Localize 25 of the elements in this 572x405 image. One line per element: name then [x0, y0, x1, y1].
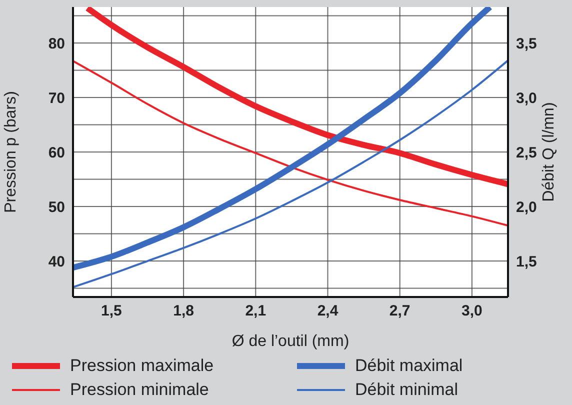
y-axis-title: Pression p (bars) — [2, 91, 20, 213]
y2-tick-label: 1,5 — [516, 253, 537, 270]
y-tick-label: 50 — [48, 198, 65, 216]
y2-tick-label: 2,0 — [516, 198, 537, 216]
y2-axis-title: Débit Q (l/mn) — [540, 102, 558, 202]
y-tick-label: 40 — [48, 253, 65, 270]
y2-tick-label: 2,5 — [516, 144, 537, 162]
legend-label: Pression maximale — [70, 356, 214, 376]
legend-label: Pression minimale — [70, 380, 209, 400]
x-tick-label: 2,1 — [245, 302, 266, 320]
x-tick-label: 1,5 — [101, 302, 122, 320]
y-tick-label: 70 — [48, 90, 65, 107]
line-series — [73, 59, 508, 288]
y-tick-label: 80 — [48, 35, 65, 52]
x-tick-label: 3,0 — [462, 302, 482, 320]
y2-tick-label: 3,0 — [516, 90, 537, 107]
line-series — [73, 60, 508, 227]
legend-label: Débit maximal — [355, 356, 463, 376]
y-tick-label: 60 — [48, 144, 65, 162]
y2-tick-label: 3,5 — [516, 35, 537, 52]
x-tick-label: 2,7 — [389, 302, 410, 320]
x-axis-title: Ø de l’outil (mm) — [232, 333, 350, 350]
x-tick-label: 1,8 — [173, 302, 194, 320]
legend-label: Débit minimal — [355, 380, 458, 400]
x-tick-label: 2,4 — [317, 302, 339, 320]
